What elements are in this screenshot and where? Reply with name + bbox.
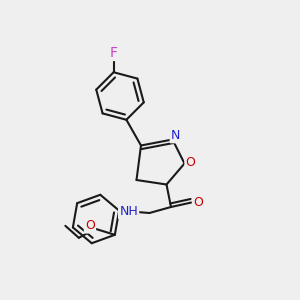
- Text: NH: NH: [119, 205, 138, 218]
- Text: O: O: [85, 219, 95, 232]
- Text: F: F: [110, 46, 118, 60]
- Text: O: O: [193, 196, 203, 209]
- Text: N: N: [171, 129, 180, 142]
- Text: O: O: [186, 155, 195, 169]
